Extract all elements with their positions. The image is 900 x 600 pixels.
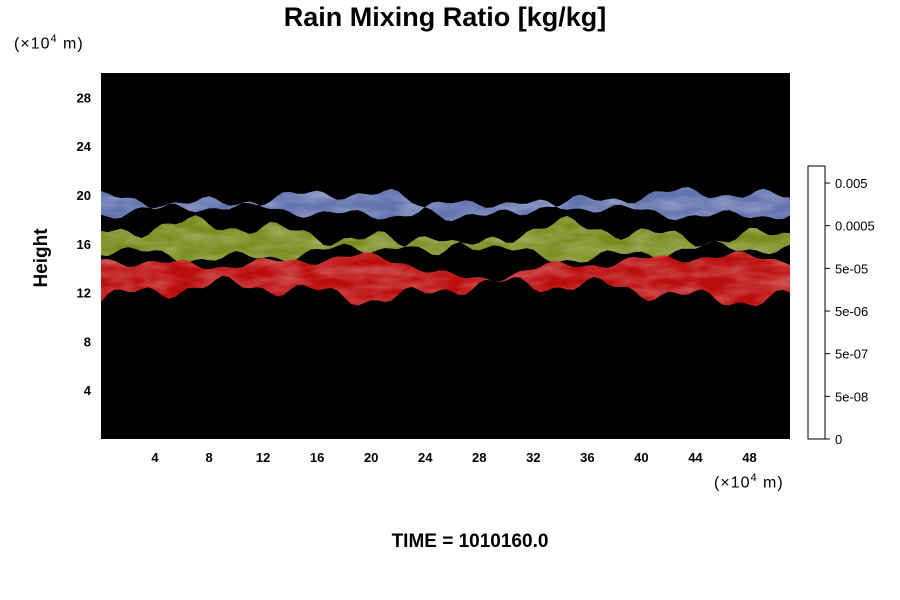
layer-texture-lower xyxy=(101,251,790,307)
time-label: TIME = 1010160.0 xyxy=(391,531,549,552)
colorbar-label: 0.005 xyxy=(835,176,868,191)
colorbar-label: 5e-06 xyxy=(835,304,868,319)
x-tick-label: 28 xyxy=(472,450,486,465)
chart-title: Rain Mixing Ratio [kg/kg] xyxy=(283,2,607,32)
y-axis-unit: (×104 m) xyxy=(14,33,84,53)
x-tick-label: 44 xyxy=(688,450,703,465)
x-tick-label: 36 xyxy=(580,450,594,465)
colorbar-label: 5e-05 xyxy=(835,261,868,276)
colorbar-label: 0.0005 xyxy=(835,219,875,234)
layer-texture-middle xyxy=(101,215,790,264)
x-tick-label: 32 xyxy=(526,450,540,465)
colorbar-label: 0 xyxy=(835,432,842,447)
x-axis-unit: (×104 m) xyxy=(714,472,784,492)
y-tick-label: 8 xyxy=(84,334,91,349)
x-tick-label: 16 xyxy=(310,450,324,465)
y-tick-label: 28 xyxy=(77,90,91,105)
x-tick-label: 48 xyxy=(742,450,756,465)
y-tick-label: 20 xyxy=(77,188,91,203)
y-tick-label: 24 xyxy=(77,139,92,154)
colorbar-frame xyxy=(807,165,826,440)
x-tick-label: 12 xyxy=(256,450,270,465)
y-tick-label: 4 xyxy=(84,383,92,398)
x-tick-label: 4 xyxy=(151,450,159,465)
y-tick-label: 16 xyxy=(77,237,91,252)
x-tick-label: 8 xyxy=(205,450,212,465)
x-tick-label: 40 xyxy=(634,450,648,465)
colorbar-label: 5e-08 xyxy=(835,389,868,404)
y-tick-label: 12 xyxy=(77,286,91,301)
x-tick-label: 20 xyxy=(364,450,378,465)
layer-texture-upper xyxy=(101,187,790,222)
colorbar-label: 5e-07 xyxy=(835,347,868,362)
x-tick-label: 24 xyxy=(418,450,433,465)
